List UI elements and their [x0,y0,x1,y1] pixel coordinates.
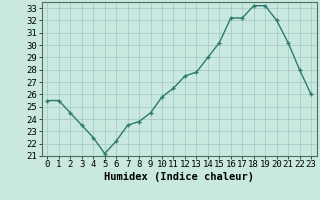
X-axis label: Humidex (Indice chaleur): Humidex (Indice chaleur) [104,172,254,182]
